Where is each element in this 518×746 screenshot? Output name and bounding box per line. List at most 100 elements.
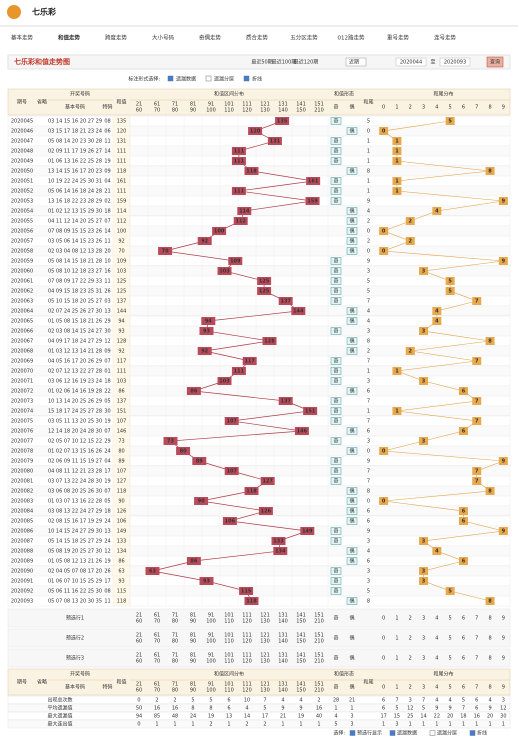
tail-marker-label: 3 — [422, 379, 426, 385]
form-marker — [330, 377, 342, 385]
stats-value: 19 — [298, 714, 304, 720]
header-cell: 基本号码 — [65, 104, 85, 111]
preselect-band: 210 — [314, 619, 324, 625]
sum-value: 107 — [117, 469, 127, 475]
preselect-form: 奇 — [333, 655, 338, 662]
nav-link[interactable]: 质合走势 — [246, 34, 269, 42]
nav-link[interactable]: 五分区走势 — [290, 34, 318, 42]
tail-value: 6 — [367, 559, 370, 565]
checkbox[interactable] — [469, 730, 476, 736]
band-label: 90 — [190, 108, 196, 114]
checkbox[interactable] — [167, 75, 174, 82]
stats-value: 1 — [475, 722, 478, 728]
tail-value: 4 — [367, 209, 370, 215]
draw-numbers: 01 02 07 13 15 16 26 — [48, 449, 102, 455]
draw-numbers: 10 13 14 20 25 26 29 — [48, 399, 102, 405]
form-value: 偶 — [349, 448, 354, 455]
form-marker — [346, 127, 358, 135]
special-number: 08 — [104, 589, 110, 595]
form-value: 奇 — [333, 358, 338, 365]
sum-value: 93 — [118, 329, 124, 335]
band-label: 121 — [260, 102, 270, 108]
form-value: 奇 — [333, 148, 338, 155]
checkbox[interactable] — [205, 75, 212, 82]
trend-table: 基本走势 和值走势 跨度走势 大小号码 奇偶走势 质合走势 五分区走势 012路走势 重号走势 连… — [7, 34, 511, 737]
special-number: 04 — [104, 179, 110, 185]
sum-value: 112 — [117, 219, 127, 225]
header-cell: 2 — [409, 105, 412, 111]
tail-marker-label: 9 — [502, 529, 506, 535]
query-button-text[interactable]: 查询 — [490, 59, 500, 66]
sum-marker-label: 131 — [270, 139, 281, 145]
sum-marker-label: 109 — [230, 259, 241, 265]
stats-value: 4 — [299, 698, 302, 704]
stats-value: 7 — [422, 698, 425, 704]
checkbox[interactable] — [429, 730, 436, 736]
recent-link[interactable]: 最近50期 — [251, 59, 272, 66]
sum-marker — [267, 137, 282, 145]
nav-link[interactable]: 跨度走势 — [105, 34, 128, 42]
preselect-band: 120 — [242, 639, 252, 645]
nav-link[interactable]: 奇偶走势 — [199, 34, 222, 42]
sum-value: 131 — [117, 139, 127, 145]
sum-marker — [212, 227, 227, 235]
preselect-band: 100 — [206, 639, 216, 645]
nav-link[interactable]: 大小号码 — [152, 34, 175, 42]
special-number: 17 — [104, 579, 110, 585]
checkbox[interactable] — [349, 730, 356, 736]
sum-value: 118 — [117, 489, 127, 495]
sum-marker — [244, 487, 259, 495]
nav-link[interactable]: 重号走势 — [387, 34, 410, 42]
stats-value: 6 — [382, 698, 385, 704]
header-cell: 和值区间分布 — [214, 91, 244, 98]
stats-value: 1 — [350, 706, 353, 712]
sum-marker — [305, 197, 320, 205]
issue: 2020086 — [11, 529, 33, 535]
tail-marker-label: 5 — [448, 279, 452, 285]
tail-marker-label: 4 — [435, 319, 439, 325]
tail-marker-label: 1 — [395, 369, 399, 375]
preselect-band: 210 — [314, 639, 324, 645]
sum-value: 125 — [117, 289, 127, 295]
tail-marker — [498, 197, 508, 205]
checkbox[interactable] — [389, 730, 396, 736]
sum-marker — [275, 117, 290, 125]
stats-value: 3 — [350, 722, 353, 728]
special-number: 19 — [104, 159, 110, 165]
nav-link[interactable]: 012路走势 — [338, 34, 365, 42]
preselect-label: 预选行1 — [66, 615, 84, 622]
form-marker — [330, 417, 342, 425]
header-cell: 6 — [462, 105, 465, 111]
sum-value: 92 — [118, 239, 124, 245]
preselect-band: 70 — [154, 619, 160, 625]
preselect-form: 奇 — [333, 635, 338, 642]
checkbox[interactable] — [243, 75, 250, 82]
nav-link[interactable]: 和值走势 — [58, 34, 81, 42]
issue: 2020064 — [11, 309, 33, 315]
stats-value: 50 — [136, 706, 142, 712]
preselect-tail: 5 — [449, 656, 452, 662]
tail-marker — [392, 177, 402, 185]
tail-marker-label: 3 — [422, 269, 426, 275]
nav-link[interactable]: 基本走势 — [11, 34, 34, 42]
draw-numbers: 01 02 06 14 16 19 28 — [48, 389, 102, 395]
preselect-band: 100 — [206, 619, 216, 625]
header-cell: 1 — [395, 105, 398, 111]
nav-link[interactable]: 连号走势 — [434, 34, 457, 42]
stats-value: 7 — [395, 698, 398, 704]
tail-value: 1 — [367, 179, 370, 185]
stats-value: 1 — [191, 722, 194, 728]
sum-marker — [237, 207, 252, 215]
band-label: 131 — [278, 102, 288, 108]
stats-value: 17 — [380, 714, 386, 720]
recent-link[interactable]: 最近100期 — [272, 59, 297, 66]
form-marker — [330, 137, 342, 145]
tail-value: 7 — [367, 399, 370, 405]
tail-marker-label: 7 — [475, 469, 479, 475]
sum-marker-label: 111 — [234, 369, 245, 375]
form-value: 偶 — [349, 208, 354, 215]
recent-link[interactable]: 最近120期 — [294, 59, 319, 66]
special-number: 07 — [104, 429, 110, 435]
sum-marker — [145, 567, 160, 575]
header-cell: 0 — [382, 685, 385, 691]
